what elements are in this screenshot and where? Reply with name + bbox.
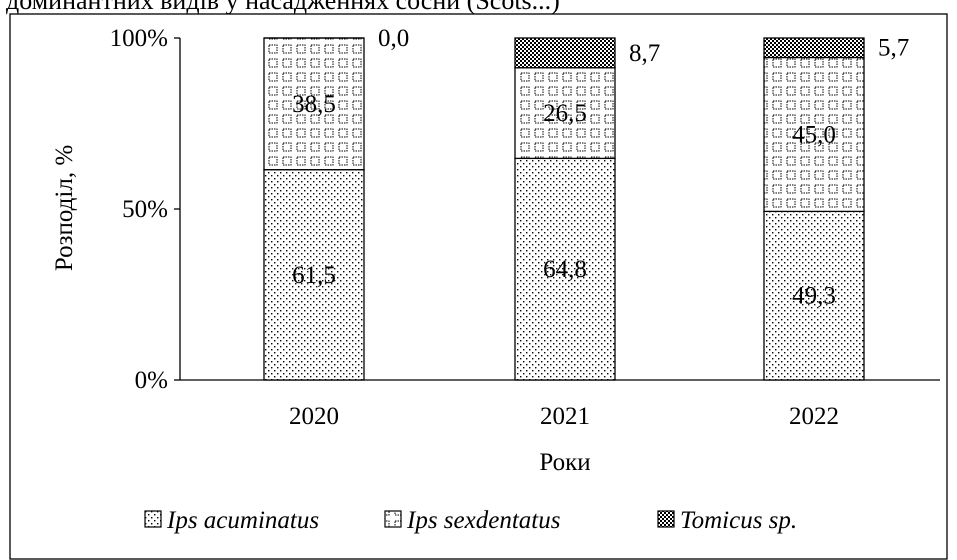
bar-segment: [763, 210, 865, 381]
y-tick-label: 0%: [135, 367, 168, 394]
x-tick-label: 2021: [540, 403, 590, 430]
legend-swatch: [657, 510, 675, 528]
legend-entry: Ips acuminatus: [166, 507, 319, 534]
data-label: 8,7: [629, 40, 660, 67]
data-label: 5,7: [878, 35, 909, 62]
y-tick-label: 100%: [110, 25, 168, 52]
legend: Ips acuminatus Ips sexdentatus Tomicus sp.: [144, 507, 797, 534]
bar-segment: [763, 56, 865, 213]
bar-segment: [514, 157, 616, 381]
x-tick-label: 2022: [789, 403, 839, 430]
header-fragment: доминантних видів у насадженнях сосни (S…: [6, 0, 560, 15]
x-axis-label: Роки: [539, 449, 590, 476]
data-label: 49,3: [792, 283, 836, 310]
data-label: 64,8: [543, 256, 587, 283]
bar-segment: [263, 37, 365, 171]
data-label: 61,5: [292, 262, 336, 289]
data-label: 0,0: [378, 25, 409, 52]
y-tick-label: 50%: [122, 196, 168, 223]
bar-segment: [263, 169, 365, 381]
bar-segment: [514, 37, 616, 69]
data-label: 26,5: [543, 100, 587, 127]
legend-entry: Tomicus sp.: [680, 507, 797, 534]
x-tick-label: 2020: [289, 403, 339, 430]
legend-swatch: [384, 510, 402, 528]
chart-frame: [9, 13, 948, 560]
y-axis-label: Розподіл, %: [51, 145, 78, 271]
legend-swatch: [144, 510, 162, 528]
legend-entry: Ips sexdentatus: [406, 507, 560, 534]
bar-segment: [514, 67, 616, 160]
data-label: 38,5: [292, 91, 336, 118]
plot-area: 0% 50% 100% 61,5 38,5 0,0 2020 64,8 26,5 8,7 2021 4…: [110, 25, 940, 430]
data-label: 45,0: [792, 121, 836, 148]
bar-segment: [763, 37, 865, 59]
